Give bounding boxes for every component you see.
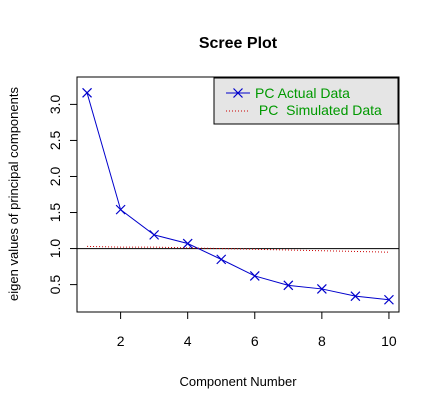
legend-x-marker <box>233 88 243 98</box>
y-tick-label: 0.5 <box>47 275 63 295</box>
y-tick-label: 1.5 <box>47 203 63 223</box>
x-tick-label: 10 <box>381 333 397 349</box>
y-tick-label: 2.0 <box>47 167 63 187</box>
data-point-x-marker <box>82 87 92 98</box>
plot-frame <box>76 76 400 313</box>
x-axis-label: Component Number <box>179 374 297 389</box>
y-tick-label: 3.0 <box>47 94 63 114</box>
y-axis-label: eigen values of principal components <box>6 87 21 301</box>
simulated-data-line <box>87 245 389 253</box>
data-point-x-marker <box>182 238 193 249</box>
legend-marker-x <box>233 88 243 98</box>
data-point-x-marker <box>216 254 227 265</box>
data-point-x-marker <box>115 204 126 215</box>
x-tick-label: 6 <box>251 333 259 349</box>
data-point-x-marker <box>350 291 361 302</box>
data-point-x-marker <box>149 229 160 240</box>
data-point-x-marker <box>316 284 327 294</box>
y-tick-label: 2.5 <box>47 130 63 150</box>
x-tick-label: 2 <box>117 333 125 349</box>
x-tick-label: 4 <box>184 333 192 349</box>
legend-box <box>213 77 399 125</box>
series-group <box>82 87 394 305</box>
legend: PC Actual Data PC Simulated Data <box>213 77 399 125</box>
x-tick-label: 8 <box>318 333 326 349</box>
data-point-x-marker <box>283 280 294 291</box>
actual-data-line <box>86 92 389 301</box>
y-axis: 0.5 1.0 1.5 2.0 2.5 3.0 <box>47 94 77 294</box>
data-point-x-marker <box>249 271 260 281</box>
data-point-x-marker <box>384 294 394 305</box>
chart-title: Scree Plot <box>199 35 278 52</box>
legend-label-simulated: PC Simulated Data <box>255 102 382 118</box>
y-tick-label: 1.0 <box>47 239 63 259</box>
x-axis: 2 4 6 8 10 <box>117 312 397 349</box>
legend-label-actual: PC Actual Data <box>255 85 350 101</box>
